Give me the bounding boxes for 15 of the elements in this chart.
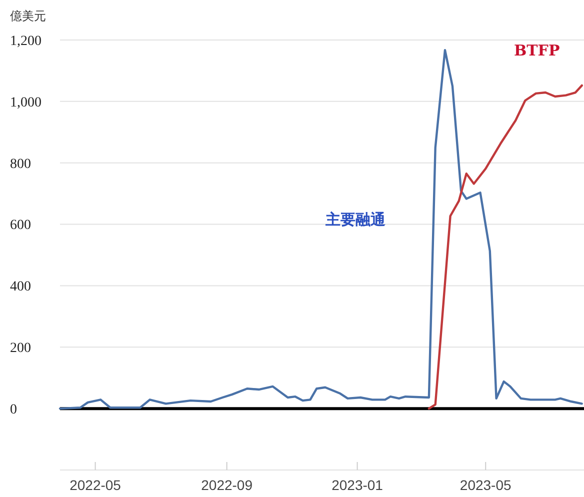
y-tick-label: 1,200 bbox=[10, 34, 42, 49]
line-series bbox=[428, 84, 583, 410]
x-tick-label: 2022-09 bbox=[201, 477, 253, 493]
text: BTFP bbox=[514, 41, 560, 60]
text: 主要融通 bbox=[324, 210, 386, 228]
x-tick-label: 2023-01 bbox=[332, 477, 384, 493]
y-tick-label: 600 bbox=[10, 218, 31, 234]
y-tick-label: 1,000 bbox=[10, 95, 42, 110]
x-tick-label: 2022-05 bbox=[70, 477, 122, 493]
y-tick-label: 800 bbox=[10, 156, 31, 172]
y-axis-title: 億美元 bbox=[10, 9, 46, 23]
x-tick-label: 2023-05 bbox=[460, 477, 512, 493]
y-tick-label: 0 bbox=[10, 402, 17, 418]
y-tick-label: 400 bbox=[10, 280, 31, 295]
y-tick-label: 200 bbox=[10, 341, 31, 356]
